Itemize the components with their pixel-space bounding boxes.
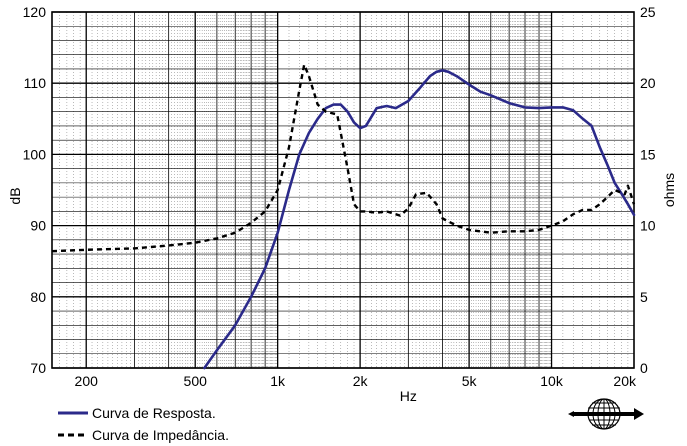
x-tick-label: 500 — [184, 373, 208, 389]
legend-label-impedance: Curva de Impedância. — [92, 427, 229, 443]
x-tick-labels: 200 500 1k 2k 5k 10k 20k — [75, 373, 637, 389]
impedance-curve — [51, 63, 636, 253]
series-layer — [51, 63, 636, 370]
legend-label-response: Curva de Resposta. — [92, 405, 216, 421]
y-axis-title: dB — [7, 187, 23, 204]
y-tick-labels: 70 80 90 100 110 120 — [23, 4, 47, 376]
x-tick-label: 2k — [353, 373, 369, 389]
y2-tick-label: 0 — [640, 360, 648, 376]
major-grid — [52, 11, 634, 369]
y2-tick-labels: 0 5 10 15 20 25 — [640, 4, 656, 376]
x-tick-label: 10k — [540, 373, 564, 389]
y2-tick-label: 25 — [640, 4, 656, 20]
y-tick-label: 120 — [23, 4, 47, 20]
response-curve — [203, 69, 636, 370]
y-tick-label: 110 — [24, 75, 47, 91]
y-tick-label: 80 — [30, 289, 46, 305]
x-tick-label: 20k — [613, 373, 637, 389]
y-tick-label: 70 — [30, 360, 46, 376]
x-axis-title: Hz — [400, 388, 417, 404]
legend: Curva de Resposta. Curva de Impedância. — [58, 405, 229, 443]
x-tick-label: 1k — [270, 373, 286, 389]
x-tick-label: 5k — [462, 373, 478, 389]
x-tick-label: 200 — [75, 373, 99, 389]
plot-frame — [51, 11, 635, 369]
globe-logo-icon — [568, 398, 644, 430]
y2-tick-label: 5 — [640, 289, 648, 305]
y2-tick-label: 20 — [640, 75, 656, 91]
y2-axis-title: ohms — [661, 173, 677, 207]
y2-tick-label: 10 — [640, 218, 656, 234]
minor-grid — [52, 12, 634, 368]
y2-tick-label: 15 — [640, 146, 656, 162]
y-tick-label: 100 — [23, 146, 47, 162]
y-tick-label: 90 — [30, 218, 46, 234]
